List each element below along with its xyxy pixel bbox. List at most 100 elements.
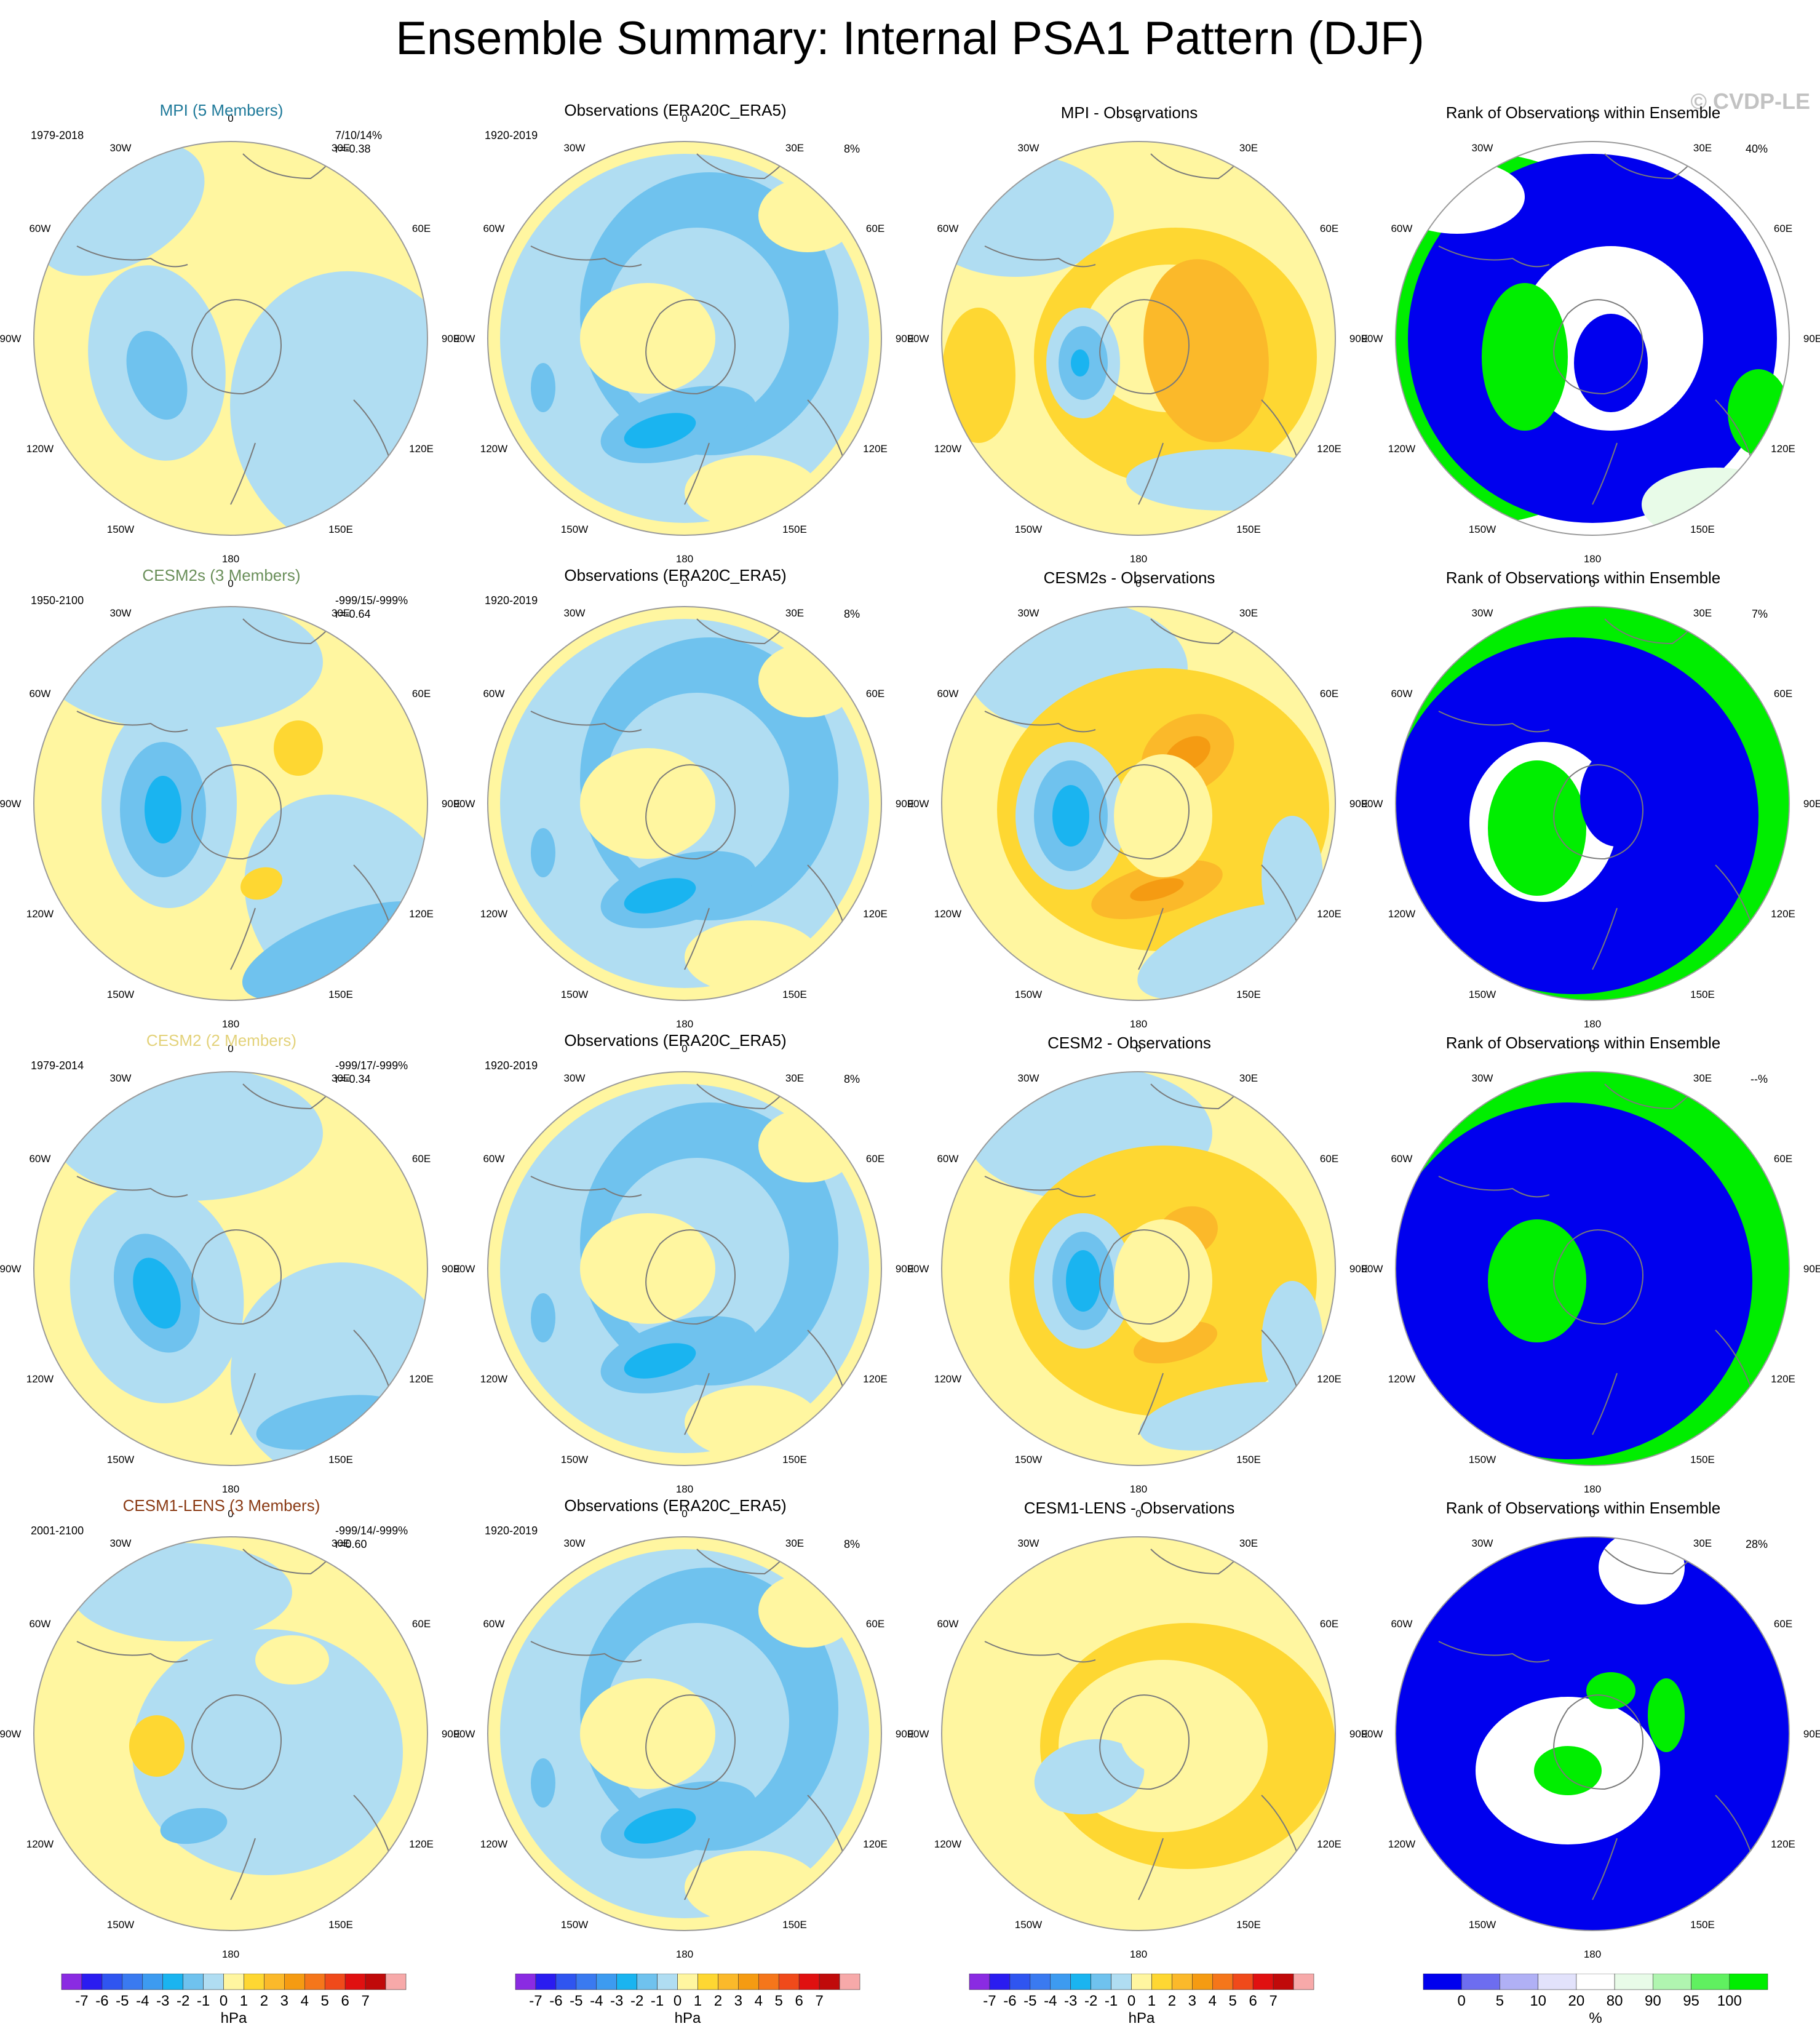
- rank-contour-region: [1648, 1678, 1685, 1752]
- colorbar-swatch: [1273, 1974, 1294, 1990]
- colorbar-tick-label: 5: [1496, 1993, 1504, 2009]
- australasia-coastline: [1592, 864, 1753, 970]
- stats-label: -999/15/-999%: [335, 594, 408, 607]
- diff-contour-region: [1262, 816, 1323, 939]
- longitude-label: 90E: [442, 1263, 460, 1275]
- south-america-coastline: [530, 711, 642, 733]
- map-border: [941, 606, 1336, 1001]
- longitude-label: 90W: [454, 798, 475, 810]
- longitude-label: 150W: [561, 524, 588, 535]
- hpa-colorbar: -7 -6 -5 -4 -3 -2 -1 0 1 2 3 4 5 6 7 hPa: [515, 1974, 860, 2027]
- longitude-label: 30E: [785, 607, 804, 619]
- australasia-coastline: [684, 1329, 845, 1435]
- antarctica-coastline: [1099, 764, 1190, 860]
- map-border: [33, 1071, 428, 1466]
- colorbar-swatch: [738, 1974, 759, 1990]
- longitude-label: 180: [676, 1483, 693, 1495]
- longitude-label: 150E: [1690, 1919, 1715, 1931]
- obs-panel-title: Observations (ERA20C_ERA5): [564, 101, 787, 119]
- map-border: [941, 141, 1336, 536]
- south-america-coastline: [76, 711, 188, 733]
- obs-panel: 0 30E 60E 90E 120E 150E 180 150W 120W 90W 60W 30W Ob…: [454, 1029, 914, 1495]
- longitude-label: 120W: [26, 908, 54, 920]
- antarctica-coastline: [191, 1694, 282, 1790]
- period-label: 1920-2019: [485, 594, 538, 607]
- rank-contour-region: [1534, 1746, 1602, 1795]
- longitude-label: 120W: [26, 443, 54, 455]
- longitude-label: 30E: [332, 142, 350, 154]
- diff-contour-region: [1066, 1250, 1100, 1312]
- map-border: [487, 141, 882, 536]
- longitude-label: 0: [1589, 113, 1595, 124]
- colorbar-tick-label: 2: [1168, 1993, 1176, 2009]
- diff-panel-title: CESM1-LENS - Observations: [1023, 1499, 1235, 1517]
- longitude-label: 120E: [409, 443, 434, 455]
- longitude-label: 120E: [1317, 1838, 1341, 1850]
- diff-panel: 0 30E 60E 90E 120E 150E 180 150W 120W 90W 60W 30W CE…: [908, 564, 1368, 1030]
- longitude-label: 60W: [29, 688, 50, 700]
- south-america-coastline: [76, 1176, 188, 1198]
- colorbar-tick-label: 6: [795, 1993, 803, 2009]
- obs-map: 0 30E 60E 90E 120E 150E 180 150W 120W 90W 60W 30W: [454, 1043, 914, 1495]
- diff-panel: 0 30E 60E 90E 120E 150E 180 150W 120W 90W 60W 30W CE…: [908, 1494, 1368, 1960]
- model-contour-region: [126, 330, 188, 420]
- map-border: [1395, 141, 1790, 536]
- colorbar-units: hPa: [1129, 2010, 1155, 2027]
- longitude-label: 30W: [1018, 1072, 1039, 1084]
- longitude-label: 0: [682, 578, 687, 589]
- longitude-label: 90W: [454, 333, 475, 345]
- antarctica-coastline: [645, 299, 736, 395]
- rank-panel-title: Rank of Observations within Ensemble: [1445, 1499, 1721, 1517]
- colorbar-swatch: [203, 1974, 224, 1990]
- longitude-label: 90E: [1349, 333, 1368, 345]
- rank-panel: 0 30E 60E 90E 120E 150E 180 150W 120W 90W 60W 30W Ra…: [1362, 564, 1820, 1030]
- colorbar-tick-label: -5: [570, 1993, 582, 2009]
- longitude-label: 90E: [1349, 798, 1368, 810]
- south-america-coastline: [1438, 711, 1550, 733]
- longitude-label: 30W: [1472, 142, 1493, 154]
- colorbar-tick-label: 2: [714, 1993, 722, 2009]
- diff-contour-region: [1114, 1219, 1212, 1342]
- longitude-label: 180: [222, 553, 239, 565]
- longitude-label: 90W: [1362, 798, 1383, 810]
- rank-colorbar: 0 5 10 20 80 90 95 100%: [1423, 1974, 1768, 2027]
- colorbar-swatch: [798, 1974, 820, 1990]
- colorbar-swatch: [304, 1974, 325, 1990]
- longitude-label: 30E: [1693, 142, 1712, 154]
- longitude-label: 150W: [1015, 989, 1042, 1000]
- australasia-coastline: [1592, 399, 1753, 505]
- colorbar-tick-label: 0: [220, 1993, 228, 2009]
- longitude-label: 90W: [908, 798, 929, 810]
- rank-map: 0 30E 60E 90E 120E 150E 180 150W 120W 90W 60W 30W: [1362, 1508, 1820, 1960]
- period-label: 1979-2014: [31, 1059, 84, 1072]
- obs-panel: 0 30E 60E 90E 120E 150E 180 150W 120W 90W 60W 30W Ob…: [454, 98, 914, 565]
- colorbar-tick-label: 5: [321, 1993, 329, 2009]
- longitude-label: 60W: [937, 688, 958, 700]
- longitude-label: 120E: [1771, 908, 1795, 920]
- colorbar-swatch: [1538, 1974, 1577, 1990]
- model-contour-region: [145, 776, 181, 843]
- obs-contour-region: [685, 920, 820, 994]
- longitude-label: 30E: [785, 1072, 804, 1084]
- longitude-label: 180: [1130, 1018, 1147, 1030]
- rank-contour-region: [1642, 468, 1789, 535]
- colorbar-tick-label: 0: [1127, 1993, 1135, 2009]
- copyright-label: © CVDP-LE: [1690, 89, 1810, 114]
- longitude-label: 60E: [1320, 223, 1338, 234]
- percent-variance-label: 8%: [843, 1538, 860, 1550]
- longitude-label: 150E: [328, 1919, 353, 1931]
- australasia-coastline: [684, 399, 845, 505]
- percent-variance-label: 8%: [843, 143, 860, 155]
- longitude-label: 180: [1584, 1018, 1601, 1030]
- antarctica-coastline: [191, 1229, 282, 1325]
- longitude-label: 90E: [1349, 1728, 1368, 1740]
- obs-contour-region: [685, 1851, 820, 1924]
- colorbar-swatch: [61, 1974, 82, 1990]
- page-title: Ensemble Summary: Internal PSA1 Pattern …: [395, 12, 1425, 65]
- map-border: [487, 1071, 882, 1466]
- diff-contour-region: [1071, 349, 1089, 377]
- longitude-label: 60W: [1391, 1153, 1412, 1165]
- diff-map: 0 30E 60E 90E 120E 150E 180 150W 120W 90W 60W 30W: [908, 1043, 1368, 1495]
- longitude-label: 30W: [1018, 607, 1039, 619]
- obs-contour-region: [758, 1109, 857, 1182]
